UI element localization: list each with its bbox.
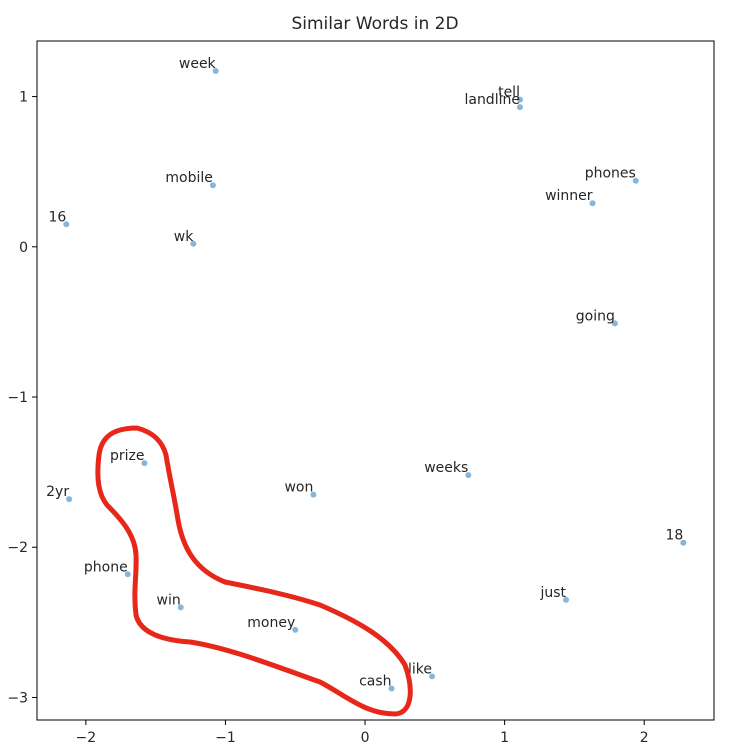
data-point bbox=[209, 182, 216, 189]
y-tick-label: 1 bbox=[19, 90, 28, 106]
x-tick-label: 0 bbox=[361, 730, 370, 746]
point-label: winner bbox=[545, 188, 593, 204]
point-label: week bbox=[179, 56, 217, 72]
x-tick-label: −2 bbox=[76, 730, 97, 746]
point-label: won bbox=[284, 480, 313, 496]
point-label: prize bbox=[110, 448, 145, 464]
y-tick-label: −2 bbox=[7, 540, 28, 556]
data-point bbox=[516, 96, 523, 103]
point-label: going bbox=[576, 308, 615, 324]
plot-area bbox=[36, 40, 715, 721]
data-point bbox=[429, 673, 436, 680]
point-label: win bbox=[157, 592, 181, 608]
point-label: like bbox=[408, 661, 432, 677]
point-label: landline bbox=[464, 92, 520, 108]
point-label: money bbox=[247, 615, 295, 631]
data-point bbox=[388, 685, 395, 692]
annotation-outline bbox=[95, 425, 413, 717]
data-point bbox=[141, 460, 148, 467]
x-tick-label: −1 bbox=[215, 730, 236, 746]
data-point bbox=[177, 604, 184, 611]
y-tick-label: −1 bbox=[7, 390, 28, 406]
point-label: 16 bbox=[48, 209, 66, 225]
x-axis: −2 −1 0 1 2 bbox=[76, 720, 649, 746]
point-label: just bbox=[539, 585, 566, 601]
point-label: 2yr bbox=[46, 484, 69, 500]
data-point bbox=[124, 571, 131, 578]
point-label: 18 bbox=[665, 528, 683, 544]
y-axis: 1 0 −1 −2 −3 bbox=[7, 90, 37, 706]
y-tick-label: 0 bbox=[19, 240, 28, 256]
y-tick-label: −3 bbox=[7, 690, 28, 706]
data-point bbox=[292, 626, 299, 633]
x-tick-label: 1 bbox=[500, 730, 509, 746]
x-tick-label: 2 bbox=[640, 730, 649, 746]
data-point bbox=[212, 68, 219, 75]
data-point bbox=[516, 104, 523, 111]
data-point bbox=[465, 472, 472, 479]
point-label: phone bbox=[84, 559, 128, 575]
point-label: phones bbox=[585, 166, 636, 182]
data-point bbox=[310, 491, 317, 498]
data-point bbox=[190, 240, 197, 247]
point-label: mobile bbox=[165, 170, 212, 186]
point-label: cash bbox=[359, 673, 391, 689]
data-point bbox=[63, 221, 70, 228]
data-point bbox=[611, 320, 618, 327]
point-label: weeks bbox=[424, 460, 468, 476]
data-point bbox=[680, 539, 687, 546]
point-label: wk bbox=[174, 229, 194, 245]
scatter-points bbox=[63, 68, 687, 692]
data-point bbox=[66, 496, 73, 503]
data-point bbox=[632, 177, 639, 184]
chart-title: Similar Words in 2D bbox=[291, 14, 458, 34]
data-point bbox=[589, 200, 596, 207]
data-point bbox=[563, 596, 570, 603]
point-label: tell bbox=[498, 85, 520, 101]
